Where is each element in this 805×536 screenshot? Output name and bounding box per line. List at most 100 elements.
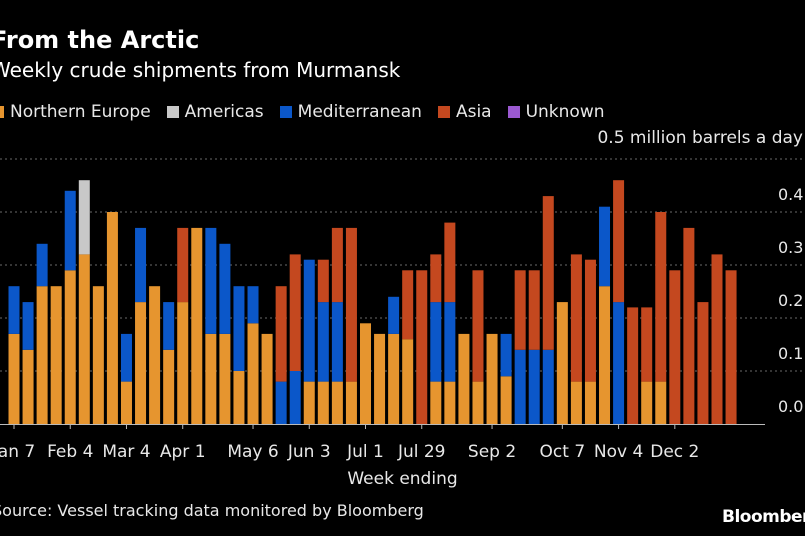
bar-segment [570,381,582,424]
bar-segment [669,270,681,424]
bar-segment [584,259,596,382]
bar-segment [22,349,34,424]
bar-segment [317,302,329,382]
bar-segment [36,243,48,287]
bar-segment [289,254,301,371]
bar-segment [275,286,287,382]
bar-segment [528,270,540,350]
bar-segment [191,227,203,424]
bar-segment [542,196,554,350]
bar-segment [120,381,132,424]
x-tick-label: May 6 [227,442,278,462]
bar-segment [303,381,315,424]
bar-segment [219,243,231,334]
bar-segment [528,349,540,424]
y-tick-label: 0.3 [778,238,803,257]
legend-item-unknown: Unknown [507,102,605,122]
x-tick-label: Jun 3 [287,442,331,462]
bar-segment [444,222,456,303]
legend-item-asia: Asia [437,102,492,122]
legend-item-northern-europe: Northern Europe [0,102,151,122]
bar-segment [247,323,259,424]
bar-segment [683,227,695,424]
bar-segment [345,227,357,382]
unit-label: 0.5 million barrels a day [597,128,803,148]
bar-segment [78,180,90,255]
bar-segment [36,286,48,424]
bar-segment [655,212,667,382]
y-tick-label: 0.2 [778,291,803,310]
x-tick-label: Jul 1 [346,442,384,462]
x-tick-label: Sep 2 [468,442,516,462]
bar-segment [8,286,20,334]
bar-segment [570,254,582,382]
bar-segment [697,302,709,424]
x-tick-label: Nov 4 [594,442,643,462]
legend-label: Unknown [525,102,605,122]
bar-segment [331,302,343,382]
legend-label: Americas [184,102,264,122]
bar-segment [50,286,62,424]
bar-segment [430,254,442,303]
bar-segment [205,333,217,424]
bar-segment [374,333,386,424]
y-tick-label: 0.4 [778,185,803,204]
bar-segment [514,270,526,350]
legend-label: Asia [455,102,492,122]
chart-subtitle: Weekly crude shipments from Murmansk [0,58,401,82]
bar-segment [92,286,104,424]
bar-segment [64,190,76,271]
bar-segment [120,333,132,382]
bar-segment [556,302,568,424]
bar-segment [205,227,217,334]
bar-segment [289,371,301,424]
bar-segment [641,307,653,382]
bar-segment [514,349,526,424]
bar-segment [430,302,442,382]
bar-segment [149,286,161,424]
bar-segment [402,339,414,424]
legend-swatch [507,106,520,118]
bar-segment [177,227,189,303]
x-tick-label: Feb 4 [47,442,93,462]
bar-segment [233,371,245,424]
bar-segment [261,333,273,424]
bar-segment [233,286,245,371]
legend-swatch [166,106,179,118]
bar-segment [613,180,625,303]
bar-segment [402,270,414,340]
bar-segment [163,349,175,424]
x-axis-label: Week ending [347,469,458,489]
y-tick-label: 0.1 [778,344,803,363]
legend-item-mediterranean: Mediterranean [279,102,422,122]
bar-segment [22,302,34,350]
x-tick-label: Dec 2 [650,442,699,462]
bar-segment [500,376,512,424]
x-tick-label: Mar 4 [102,442,150,462]
bar-segment [430,381,442,424]
bar-segment [486,333,498,424]
bar-segment [247,286,259,324]
bar-segment [275,381,287,424]
bar-segment [613,302,625,424]
legend-item-americas: Americas [166,102,264,122]
bar-segment [303,259,315,382]
bar-segment [458,333,470,424]
bar-segment [64,270,76,424]
bar-segment [177,302,189,424]
legend-label: Northern Europe [10,102,151,122]
bar-segment [78,254,90,424]
x-tick-label: Jul 29 [397,442,446,462]
bar-segment [599,286,611,424]
bar-segment [317,259,329,303]
bar-segment [331,381,343,424]
bar-segment [500,333,512,377]
y-tick-label: 0.0 [778,397,803,416]
bar-segment [584,381,596,424]
chart-title: From the Arctic [0,26,200,54]
bar-segment [388,333,400,424]
legend-label: Mediterranean [297,102,422,122]
bar-segment [725,270,737,424]
bar-segment [444,302,456,382]
